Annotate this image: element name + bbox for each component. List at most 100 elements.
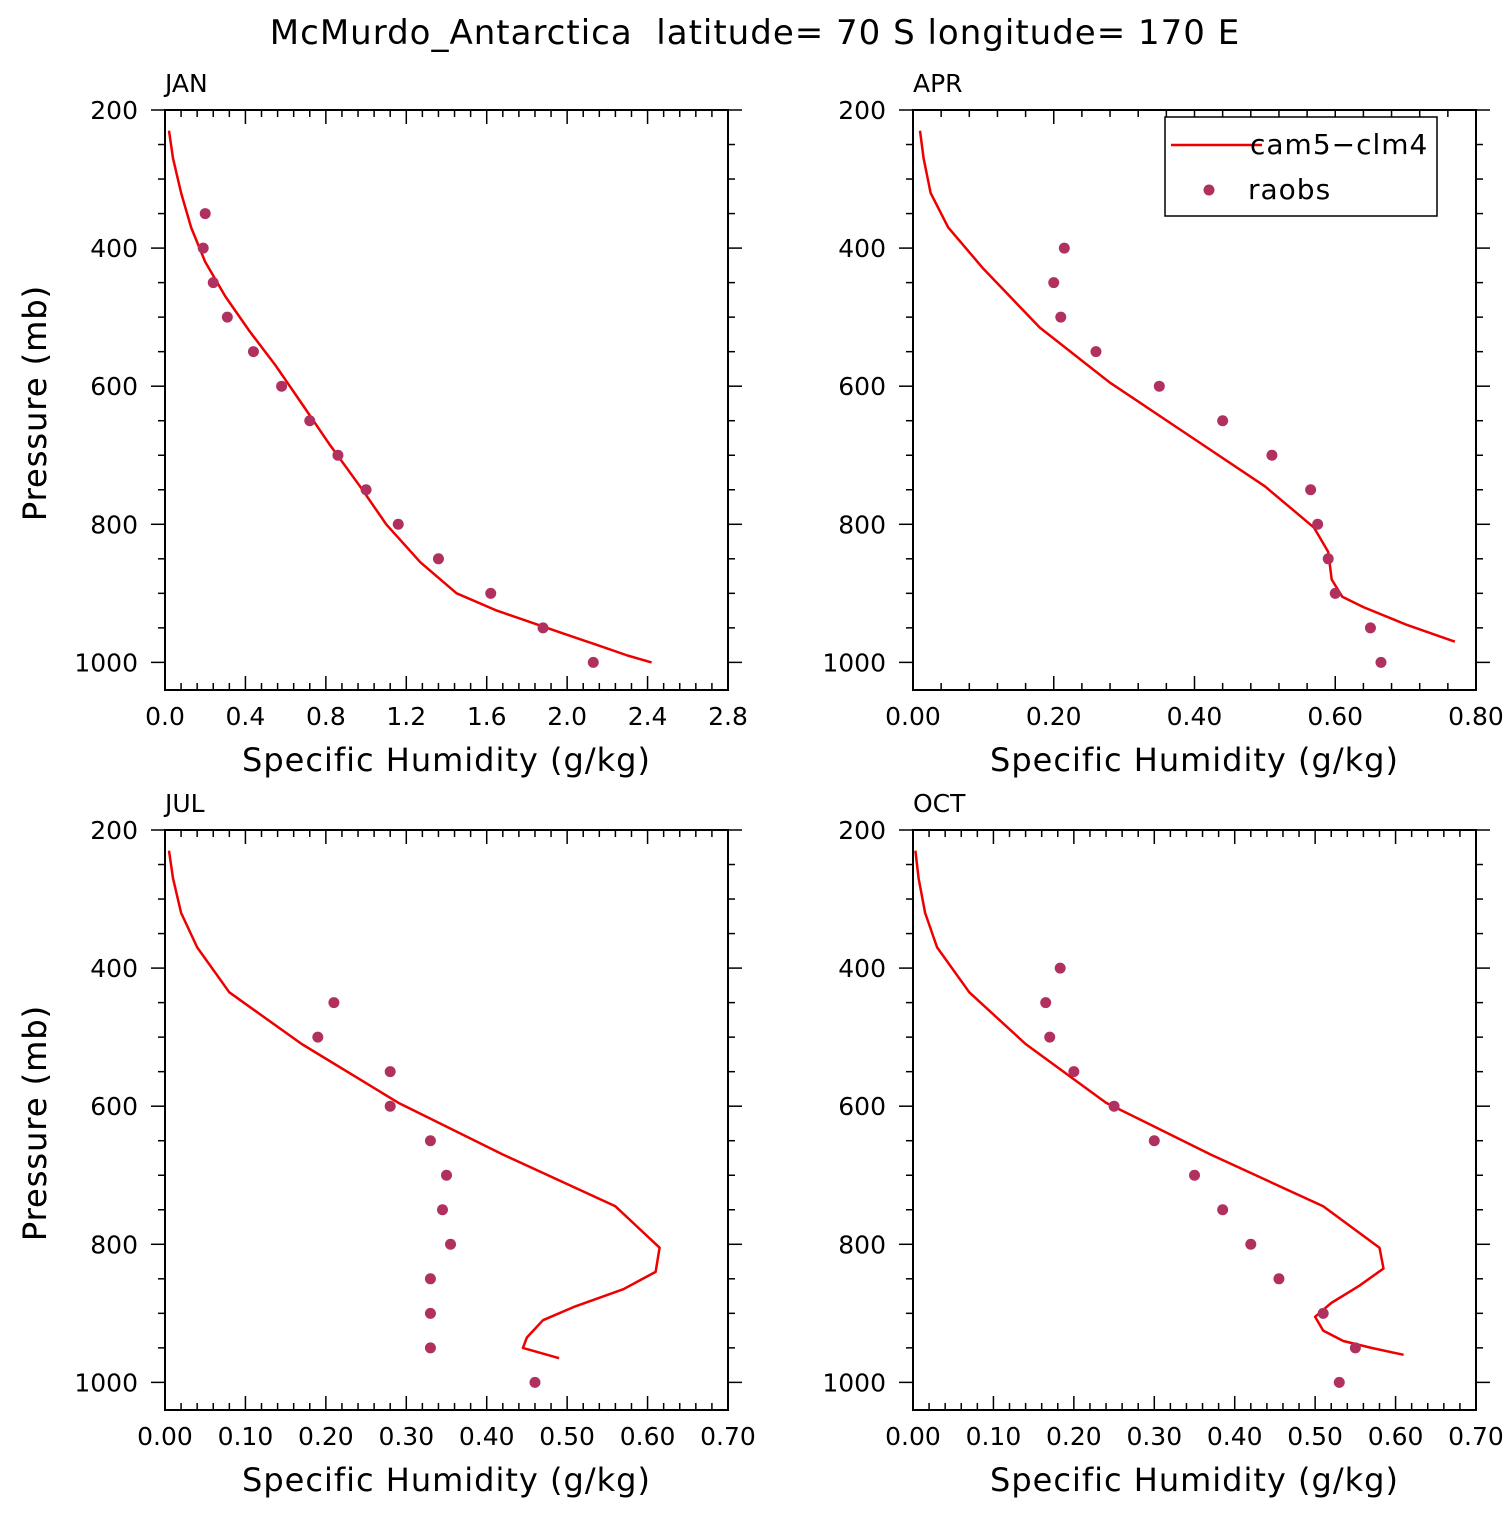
obs-point bbox=[384, 1066, 396, 1078]
obs-point bbox=[529, 1376, 541, 1388]
x-tick-label: 0.40 bbox=[1167, 702, 1223, 731]
obs-point bbox=[1322, 553, 1334, 565]
obs-point bbox=[1349, 1342, 1361, 1354]
obs-point bbox=[1329, 587, 1341, 599]
obs-point bbox=[1245, 1238, 1257, 1250]
panel-jan: 0.0 0.4 0.8 1.2 1.6 2.0 2.4 2.8 200 400 600 800 1000… bbox=[16, 69, 748, 779]
obs-point bbox=[1305, 484, 1317, 496]
x-axis-title: Specific Humidity (g/kg) bbox=[242, 741, 651, 779]
x-axis-title: Specific Humidity (g/kg) bbox=[990, 741, 1399, 779]
obs-point bbox=[1375, 656, 1387, 668]
y-tick-label: 400 bbox=[90, 234, 138, 263]
x-tick-label: 0.60 bbox=[1307, 702, 1363, 731]
x-tick-label: 0.00 bbox=[885, 1422, 941, 1451]
x-tick-label: 0.60 bbox=[620, 1422, 676, 1451]
y-tick-label: 800 bbox=[90, 1230, 138, 1259]
obs-point bbox=[197, 242, 209, 254]
obs-point bbox=[199, 208, 211, 220]
x-tick-label: 0.0 bbox=[145, 702, 185, 731]
obs-point bbox=[1055, 311, 1067, 323]
y-tick-label: 200 bbox=[90, 96, 138, 125]
obs-point bbox=[328, 997, 340, 1009]
y-tick-label: 800 bbox=[90, 510, 138, 539]
panel-oct: 0.00 0.10 0.20 0.30 0.40 0.50 0.60 0.70 200 400 60… bbox=[16, 789, 1504, 1499]
obs-point bbox=[1148, 1135, 1160, 1147]
y-tick-label: 600 bbox=[90, 1092, 138, 1121]
obs-point bbox=[436, 1204, 448, 1216]
x-tick-label: 1.2 bbox=[386, 702, 426, 731]
panel-title-jul: JUL bbox=[163, 789, 205, 818]
panel-title-jan: JAN bbox=[163, 69, 208, 98]
x-tick-label: 0.80 bbox=[1448, 702, 1504, 731]
x-tick-label: 2.8 bbox=[708, 702, 748, 731]
obs-point bbox=[384, 1100, 396, 1112]
y-axis-title: Pressure (mb) bbox=[16, 1005, 54, 1241]
obs-point bbox=[1266, 449, 1278, 461]
y-axis-title: Pressure (mb) bbox=[16, 285, 54, 521]
obs-point bbox=[424, 1135, 436, 1147]
main-title: McMurdo_Antarctica latitude= 70 S longit… bbox=[270, 13, 1240, 53]
obs-point bbox=[1068, 1066, 1080, 1078]
obs-point bbox=[332, 449, 344, 461]
y-tick-label: 400 bbox=[838, 234, 886, 263]
y-tick-label: 1000 bbox=[822, 1368, 886, 1397]
obs-point bbox=[1054, 962, 1066, 974]
y-tick-label: 800 bbox=[838, 1230, 886, 1259]
x-tick-label: 2.0 bbox=[547, 702, 587, 731]
legend-obs-swatch bbox=[1203, 184, 1215, 196]
y-tick-label: 200 bbox=[838, 816, 886, 845]
obs-point bbox=[587, 656, 599, 668]
obs-point bbox=[276, 380, 288, 392]
obs-point bbox=[392, 518, 404, 530]
obs-point bbox=[1058, 242, 1070, 254]
x-tick-label: 0.20 bbox=[1046, 1422, 1102, 1451]
y-axis-title: Pressure (mb) bbox=[16, 1005, 54, 1241]
y-tick-label: 600 bbox=[90, 372, 138, 401]
obs-point bbox=[1153, 380, 1165, 392]
obs-point bbox=[1333, 1376, 1345, 1388]
panel-apr: 0.00 0.20 0.40 0.60 0.80 200 400 600 800 1000 APR S… bbox=[16, 69, 1504, 779]
plot-frame bbox=[164, 829, 729, 1411]
obs-point bbox=[1364, 622, 1376, 634]
x-tick-label: 0.8 bbox=[306, 702, 346, 731]
obs-point bbox=[1217, 415, 1229, 427]
y-tick-label: 200 bbox=[838, 96, 886, 125]
obs-point bbox=[1040, 997, 1052, 1009]
obs-point bbox=[1048, 277, 1060, 289]
legend: cam5−clm4 raobs bbox=[1164, 116, 1438, 217]
y-axis-title: Pressure (mb) bbox=[16, 285, 54, 521]
obs-point bbox=[485, 587, 497, 599]
x-tick-label: 1.6 bbox=[467, 702, 507, 731]
obs-point bbox=[445, 1238, 457, 1250]
x-tick-label: 0.50 bbox=[1287, 1422, 1343, 1451]
plot-frame bbox=[912, 829, 1477, 1411]
obs-point bbox=[424, 1273, 436, 1285]
x-tick-label: 0.30 bbox=[378, 1422, 434, 1451]
x-tick-label: 0.00 bbox=[137, 1422, 193, 1451]
x-tick-label: 0.00 bbox=[885, 702, 941, 731]
legend-box bbox=[1164, 116, 1438, 217]
obs-point bbox=[537, 622, 549, 634]
obs-point bbox=[312, 1031, 324, 1043]
obs-point bbox=[1312, 518, 1324, 530]
y-tick-label: 400 bbox=[90, 954, 138, 983]
model-line-jul bbox=[167, 850, 661, 1360]
y-tick-label: 800 bbox=[838, 510, 886, 539]
x-tick-label: 2.4 bbox=[628, 702, 668, 731]
y-tick-label: 200 bbox=[90, 816, 138, 845]
x-tick-label: 0.70 bbox=[700, 1422, 756, 1451]
panel-title-apr: APR bbox=[913, 69, 963, 98]
x-tick-label: 0.50 bbox=[539, 1422, 595, 1451]
model-line-jan bbox=[167, 130, 652, 664]
y-tick-label: 600 bbox=[838, 372, 886, 401]
y-tick-label: 1000 bbox=[822, 648, 886, 677]
x-tick-label: 0.20 bbox=[1026, 702, 1082, 731]
x-axis-title: Specific Humidity (g/kg) bbox=[990, 1461, 1399, 1499]
y-tick-label: 400 bbox=[838, 954, 886, 983]
y-tick-label: 1000 bbox=[74, 648, 138, 677]
x-tick-label: 0.10 bbox=[966, 1422, 1022, 1451]
obs-point bbox=[1044, 1031, 1056, 1043]
obs-point bbox=[207, 277, 219, 289]
